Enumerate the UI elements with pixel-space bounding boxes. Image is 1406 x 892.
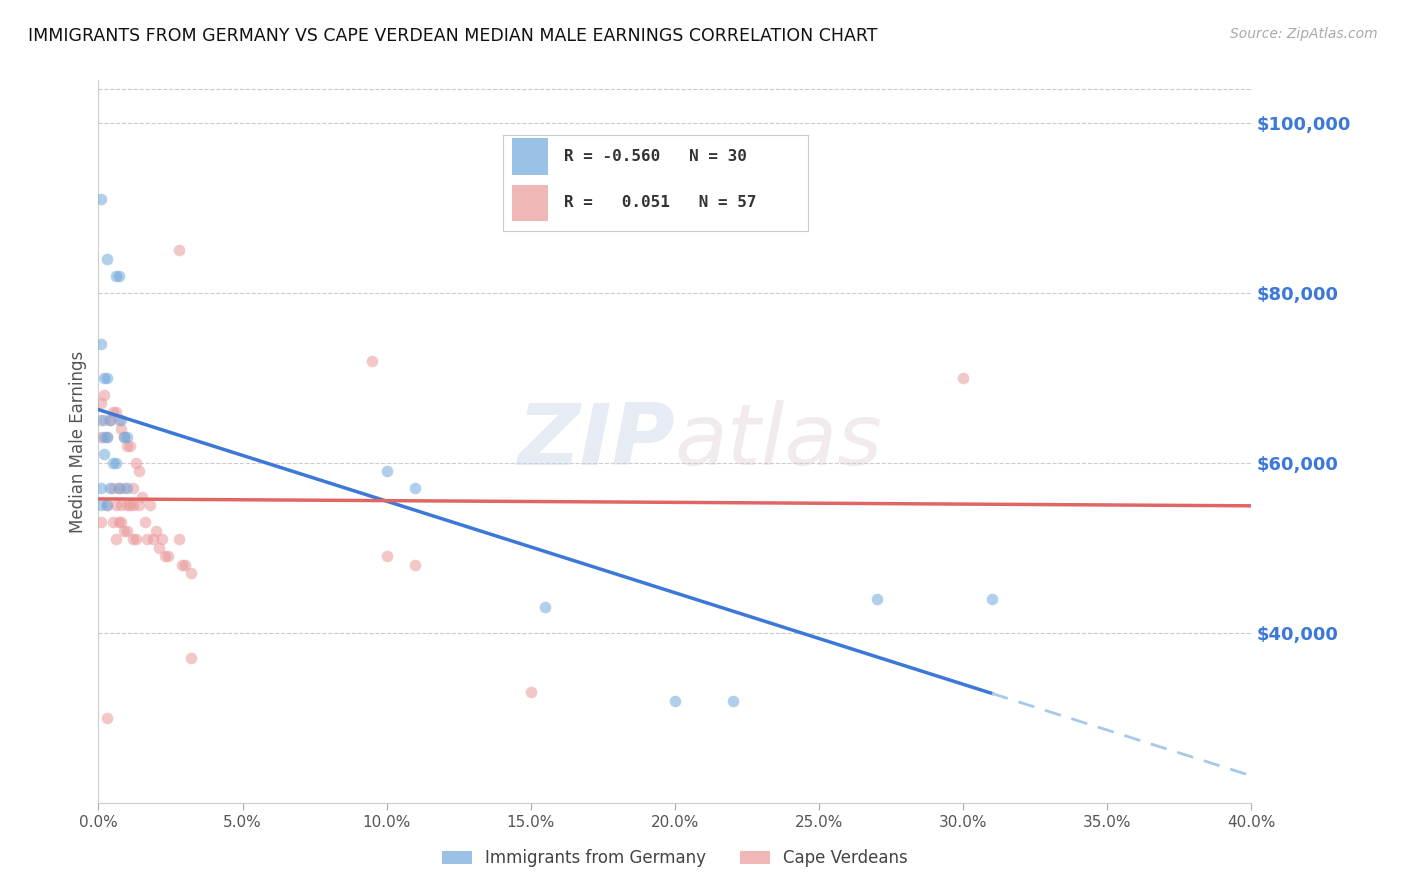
Point: [104, 498, 127, 512]
Point: [664, 694, 686, 708]
Point: [117, 430, 139, 444]
Point: [93, 430, 115, 444]
Point: [90, 498, 112, 512]
Point: [96, 430, 118, 444]
Point: [122, 498, 145, 512]
Point: [107, 268, 129, 283]
Point: [90, 516, 112, 530]
Point: [375, 549, 398, 564]
Point: [866, 591, 889, 606]
Point: [534, 600, 557, 615]
Legend: Immigrants from Germany, Cape Verdeans: Immigrants from Germany, Cape Verdeans: [436, 843, 914, 874]
Point: [128, 464, 150, 478]
Point: [112, 430, 135, 444]
Point: [110, 516, 132, 530]
Y-axis label: Median Male Earnings: Median Male Earnings: [69, 351, 87, 533]
Point: [125, 533, 148, 547]
Text: ZIP: ZIP: [517, 400, 675, 483]
Point: [139, 498, 162, 512]
Point: [104, 456, 127, 470]
Point: [117, 481, 139, 495]
Point: [125, 456, 148, 470]
Point: [90, 481, 112, 495]
Point: [136, 533, 159, 547]
Point: [145, 524, 167, 538]
Point: [101, 405, 124, 419]
Point: [110, 422, 132, 436]
Text: atlas: atlas: [675, 400, 883, 483]
Point: [101, 481, 124, 495]
Point: [96, 498, 118, 512]
Point: [361, 353, 384, 368]
Point: [134, 516, 156, 530]
FancyBboxPatch shape: [512, 185, 548, 221]
Point: [167, 533, 190, 547]
Point: [142, 533, 165, 547]
Point: [180, 651, 202, 665]
Point: [120, 439, 142, 453]
Point: [90, 192, 112, 206]
Point: [90, 430, 112, 444]
Point: [131, 490, 153, 504]
Point: [101, 456, 124, 470]
Point: [107, 413, 129, 427]
Point: [122, 533, 145, 547]
Point: [981, 591, 1004, 606]
Point: [122, 481, 145, 495]
Point: [520, 685, 543, 699]
Point: [104, 533, 127, 547]
Point: [128, 498, 150, 512]
Point: [153, 549, 176, 564]
Text: Source: ZipAtlas.com: Source: ZipAtlas.com: [1230, 27, 1378, 41]
Point: [405, 558, 427, 572]
Point: [112, 481, 135, 495]
Point: [101, 516, 124, 530]
Point: [110, 413, 132, 427]
Point: [93, 447, 115, 461]
Point: [104, 268, 127, 283]
Point: [170, 558, 193, 572]
Point: [112, 524, 135, 538]
Point: [112, 430, 135, 444]
Point: [952, 371, 974, 385]
Point: [93, 371, 115, 385]
Point: [96, 252, 118, 266]
Point: [96, 371, 118, 385]
Point: [150, 533, 173, 547]
Point: [93, 388, 115, 402]
Point: [107, 481, 129, 495]
Point: [156, 549, 179, 564]
Point: [98, 413, 121, 427]
Point: [98, 413, 121, 427]
Point: [96, 498, 118, 512]
Point: [93, 413, 115, 427]
Point: [104, 405, 127, 419]
Point: [107, 481, 129, 495]
Point: [98, 481, 121, 495]
Point: [90, 413, 112, 427]
Point: [117, 524, 139, 538]
Point: [90, 336, 112, 351]
Text: IMMIGRANTS FROM GERMANY VS CAPE VERDEAN MEDIAN MALE EARNINGS CORRELATION CHART: IMMIGRANTS FROM GERMANY VS CAPE VERDEAN …: [28, 27, 877, 45]
Point: [721, 694, 744, 708]
Point: [405, 481, 427, 495]
Point: [375, 464, 398, 478]
Text: R =   0.051   N = 57: R = 0.051 N = 57: [564, 195, 756, 211]
Point: [117, 498, 139, 512]
Point: [174, 558, 197, 572]
Point: [180, 566, 202, 581]
Point: [96, 711, 118, 725]
Point: [96, 430, 118, 444]
Point: [167, 244, 190, 258]
FancyBboxPatch shape: [512, 138, 548, 175]
Point: [117, 439, 139, 453]
Point: [90, 396, 112, 410]
Point: [148, 541, 170, 555]
Point: [107, 516, 129, 530]
Text: R = -0.560   N = 30: R = -0.560 N = 30: [564, 149, 747, 164]
Point: [120, 498, 142, 512]
Point: [110, 498, 132, 512]
